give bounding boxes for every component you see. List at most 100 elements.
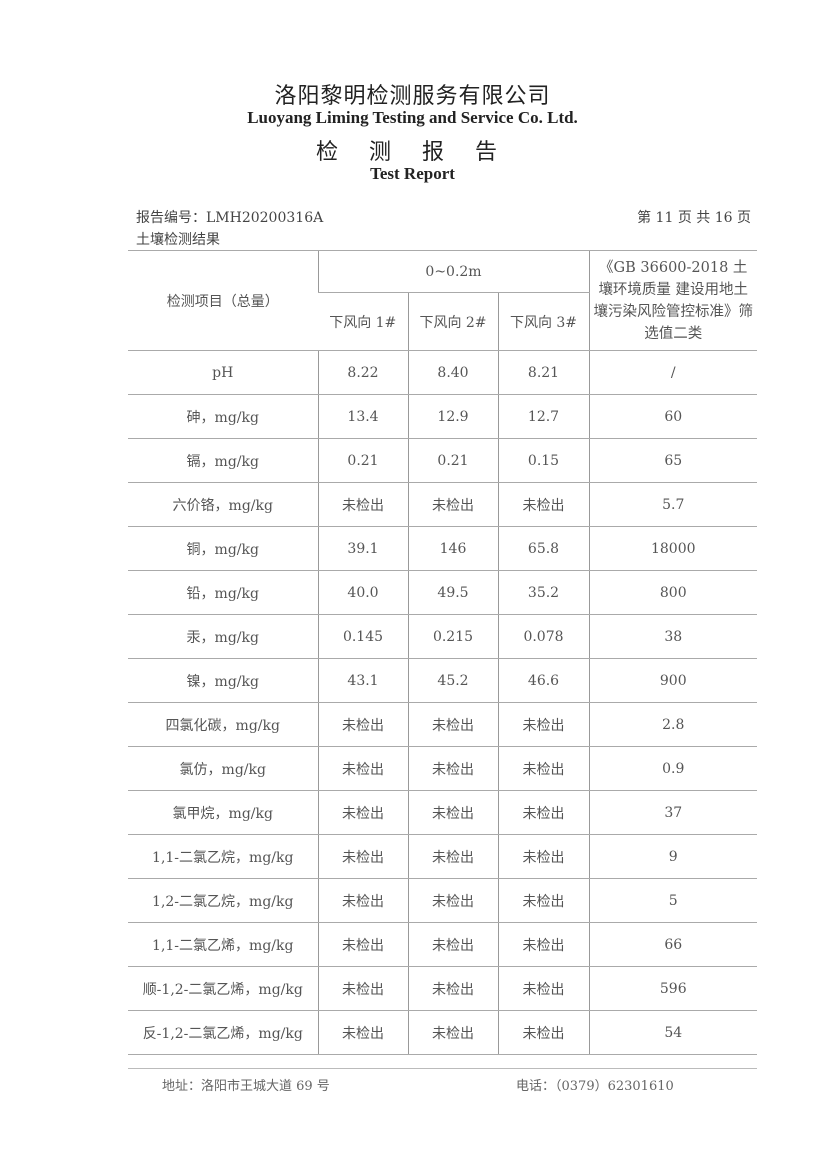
standard-value: 54 (588, 1010, 757, 1055)
table-row: 反-1,2-二氯乙烯，mg/kg 未检出 未检出 未检出 54 (128, 1010, 757, 1055)
standard-value: 900 (588, 658, 757, 703)
table-row: 1,2-二氯乙烷，mg/kg 未检出 未检出 未检出 5 (128, 878, 757, 923)
sample-1-value: 未检出 (317, 834, 408, 879)
sample-2-value: 未检出 (407, 790, 498, 835)
sample-2-value: 未检出 (407, 702, 498, 747)
report-title-cn: 检 测 报 告 (316, 140, 509, 165)
company-name-cn: 洛阳黎明检测服务有限公司 (274, 84, 551, 109)
sample-1-value: 未检出 (317, 966, 408, 1011)
standard-value: / (588, 350, 757, 395)
item-cell: 顺-1,2-二氯乙烯，mg/kg (128, 966, 318, 1011)
item-cell: 反-1,2-二氯乙烯，mg/kg (128, 1010, 318, 1055)
item-cell: 四氯化碳，mg/kg (128, 702, 318, 747)
sample-1-value: 13.4 (317, 394, 408, 439)
standard-value: 596 (588, 966, 757, 1011)
table-row: 铜，mg/kg 39.1 146 65.8 18000 (128, 526, 757, 571)
footer-address: 地址：洛阳市王城大道 69 号 (162, 1079, 330, 1094)
footer-phone: 电话：（0379）62301610 (516, 1079, 674, 1094)
sample-1-value: 0.21 (317, 438, 408, 483)
sample-3-value: 未检出 (497, 834, 589, 879)
sample-2-value: 0.21 (407, 438, 498, 483)
table-row: 铅，mg/kg 40.0 49.5 35.2 800 (128, 570, 757, 615)
table-row: 四氯化碳，mg/kg 未检出 未检出 未检出 2.8 (128, 702, 757, 747)
standard-value: 5.7 (588, 482, 757, 527)
item-cell: 氯仿，mg/kg (128, 746, 318, 791)
sample-1-value: 未检出 (317, 746, 408, 791)
standard-value: 65 (588, 438, 757, 483)
sample-1-value: 未检出 (317, 878, 408, 923)
results-table: 检测项目（总量） 0~0.2m 《GB 36600-2018 土壤环境质量 建设… (128, 250, 757, 1055)
sample-3-value: 12.7 (497, 394, 589, 439)
sample-3-value: 8.21 (497, 350, 589, 395)
sample-header-row: 下风向 1# 下风向 2# 下风向 3# (128, 292, 757, 351)
sample-3-value: 46.6 (497, 658, 589, 703)
col-item-header: 检测项目（总量） (128, 250, 318, 351)
standard-value: 38 (588, 614, 757, 659)
sample-3-value: 65.8 (497, 526, 589, 571)
table-row: 氯甲烷，mg/kg 未检出 未检出 未检出 37 (128, 790, 757, 835)
sample-2-value: 146 (407, 526, 498, 571)
standard-value: 37 (588, 790, 757, 835)
sample-2-value: 未检出 (407, 746, 498, 791)
report-title-en: Test Report (370, 164, 455, 183)
sample-3-value: 未检出 (497, 1010, 589, 1055)
sample-1-value: 未检出 (317, 790, 408, 835)
standard-value: 66 (588, 922, 757, 967)
company-name-en: Luoyang Liming Testing and Service Co. L… (247, 108, 578, 127)
sample-2-value: 49.5 (407, 570, 498, 615)
sample-3-value: 未检出 (497, 878, 589, 923)
table-row: 1,1-二氯乙烷，mg/kg 未检出 未检出 未检出 9 (128, 834, 757, 879)
header-row: 检测项目（总量） 0~0.2m 《GB 36600-2018 土壤环境质量 建设… (128, 250, 757, 351)
report-number: 报告编号：LMH20200316A (136, 210, 324, 226)
sample-2-value: 45.2 (407, 658, 498, 703)
standard-value: 18000 (588, 526, 757, 571)
sample-2-value: 未检出 (407, 1010, 498, 1055)
item-cell: 汞，mg/kg (128, 614, 318, 659)
standard-value: 9 (588, 834, 757, 879)
sample-1-value: 未检出 (317, 1010, 408, 1055)
sample-3-value: 未检出 (497, 702, 589, 747)
sample-1-value: 未检出 (317, 702, 408, 747)
table-row: 镉，mg/kg 0.21 0.21 0.15 65 (128, 438, 757, 483)
item-cell: 砷，mg/kg (128, 394, 318, 439)
footer-divider (128, 1068, 757, 1069)
table-row: 顺-1,2-二氯乙烯，mg/kg 未检出 未检出 未检出 596 (128, 966, 757, 1011)
sample-1-value: 0.145 (317, 614, 408, 659)
item-cell: 镉，mg/kg (128, 438, 318, 483)
section-title: 土壤检测结果 (136, 232, 220, 248)
sample-2-value: 未检出 (407, 966, 498, 1011)
sample-1-value: 43.1 (317, 658, 408, 703)
page-number: 第 11 页 共 16 页 (637, 210, 751, 226)
item-cell: 六价铬，mg/kg (128, 482, 318, 527)
standard-value: 0.9 (588, 746, 757, 791)
sample-1-value: 39.1 (317, 526, 408, 571)
sample-2-value: 0.215 (407, 614, 498, 659)
table-row: 汞，mg/kg 0.145 0.215 0.078 38 (128, 614, 757, 659)
table-row: 1,1-二氯乙烯，mg/kg 未检出 未检出 未检出 66 (128, 922, 757, 967)
sample-2-value: 未检出 (407, 922, 498, 967)
sample-2-value: 未检出 (407, 834, 498, 879)
sample-header: 下风向 2# (407, 292, 498, 351)
standard-header: 《GB 36600-2018 土壤环境质量 建设用地土壤污染风险管控标准》筛选值… (588, 250, 757, 351)
item-cell: 1,2-二氯乙烷，mg/kg (128, 878, 318, 923)
sample-1-value: 40.0 (317, 570, 408, 615)
sample-3-value: 未检出 (497, 922, 589, 967)
sample-2-value: 8.40 (407, 350, 498, 395)
sample-3-value: 0.078 (497, 614, 589, 659)
item-cell: pH (128, 350, 318, 395)
sample-3-value: 35.2 (497, 570, 589, 615)
sample-2-value: 未检出 (407, 878, 498, 923)
item-cell: 铅，mg/kg (128, 570, 318, 615)
sample-header: 下风向 1# (318, 292, 408, 351)
sample-3-value: 未检出 (497, 790, 589, 835)
depth-header: 0~0.2m (317, 250, 589, 293)
table-row: 砷，mg/kg 13.4 12.9 12.7 60 (128, 394, 757, 439)
standard-value: 800 (588, 570, 757, 615)
table-row: 氯仿，mg/kg 未检出 未检出 未检出 0.9 (128, 746, 757, 791)
sample-1-value: 未检出 (317, 482, 408, 527)
sample-3-value: 未检出 (497, 482, 589, 527)
item-cell: 镍，mg/kg (128, 658, 318, 703)
sample-2-value: 12.9 (407, 394, 498, 439)
standard-value: 60 (588, 394, 757, 439)
sample-header: 下风向 3# (497, 292, 589, 351)
